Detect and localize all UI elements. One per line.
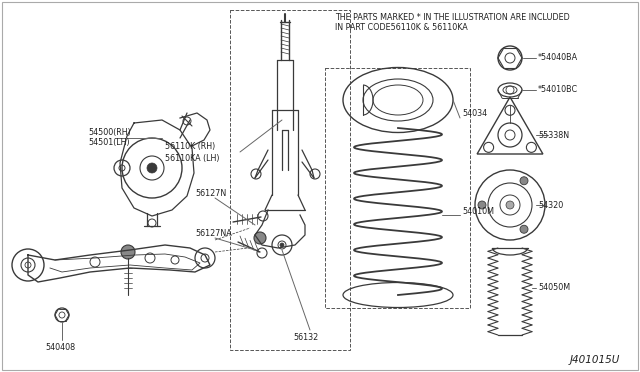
- Text: J401015U: J401015U: [570, 355, 620, 365]
- Text: 54320: 54320: [538, 201, 563, 209]
- Text: 54500(RH): 54500(RH): [88, 128, 131, 137]
- Text: 54010M: 54010M: [462, 206, 494, 215]
- Text: THE PARTS MARKED * IN THE ILLUSTRATION ARE INCLUDED: THE PARTS MARKED * IN THE ILLUSTRATION A…: [335, 13, 570, 22]
- Text: 55338N: 55338N: [538, 131, 569, 140]
- Text: *54040BA: *54040BA: [538, 54, 578, 62]
- Bar: [230, 10, 350, 350]
- Text: 54050M: 54050M: [538, 283, 570, 292]
- Text: 56132: 56132: [293, 334, 318, 343]
- Circle shape: [254, 232, 266, 244]
- Text: 56110K (RH): 56110K (RH): [165, 142, 215, 151]
- Bar: [325, 68, 470, 308]
- Circle shape: [506, 201, 514, 209]
- Circle shape: [478, 201, 486, 209]
- Text: 56127N: 56127N: [195, 189, 227, 199]
- Text: 56110KA (LH): 56110KA (LH): [165, 154, 220, 163]
- Circle shape: [121, 245, 135, 259]
- Text: 540408: 540408: [45, 343, 75, 353]
- Text: *54010BC: *54010BC: [538, 86, 578, 94]
- Text: 54034: 54034: [462, 109, 487, 119]
- Text: 56127NA: 56127NA: [195, 230, 232, 238]
- Circle shape: [520, 177, 528, 185]
- Circle shape: [147, 163, 157, 173]
- Circle shape: [280, 243, 284, 247]
- Text: 54501(LH): 54501(LH): [88, 138, 130, 148]
- Text: IN PART CODE56110K & 56110KA: IN PART CODE56110K & 56110KA: [335, 23, 468, 32]
- Circle shape: [520, 225, 528, 233]
